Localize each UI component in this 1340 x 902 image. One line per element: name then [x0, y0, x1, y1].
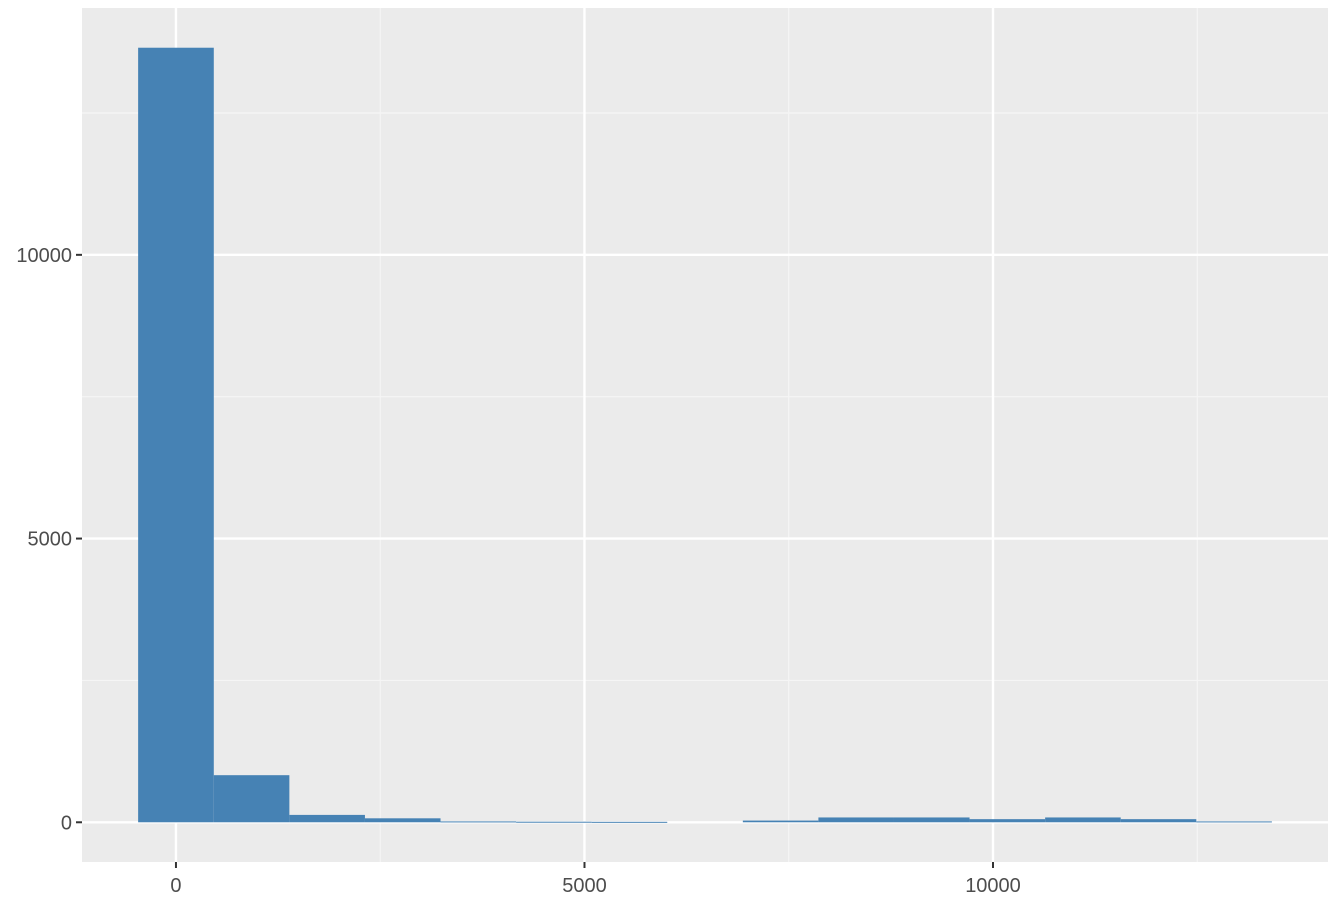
- histogram-bar: [1196, 821, 1272, 823]
- histogram-bars: [138, 47, 1272, 823]
- histogram-bar: [818, 817, 894, 823]
- x-tick-label: 10000: [965, 875, 1021, 897]
- histogram-bar: [138, 47, 214, 823]
- minor-gridlines: [82, 8, 1328, 862]
- histogram-bar: [969, 819, 1046, 823]
- histogram-bar: [364, 818, 441, 823]
- histogram-bar: [213, 775, 290, 823]
- histogram-bar: [893, 817, 970, 823]
- x-tick-label: 0: [170, 875, 181, 897]
- histogram-bar: [440, 821, 517, 823]
- histogram-bar: [591, 821, 668, 823]
- histogram-bar: [289, 814, 365, 823]
- histogram-bar: [1045, 817, 1121, 823]
- histogram-bar: [742, 820, 819, 823]
- y-tick-label: 10000: [16, 245, 72, 267]
- histogram-bar: [1120, 819, 1197, 823]
- x-tick-label: 5000: [562, 875, 607, 897]
- plot-panel: [82, 8, 1328, 862]
- y-tick-label: 5000: [28, 529, 73, 551]
- histogram-bar: [516, 821, 592, 823]
- y-axis: 0 5000 10000: [16, 245, 82, 834]
- x-axis: 0 5000 10000: [170, 862, 1021, 897]
- y-tick-label: 0: [61, 812, 72, 834]
